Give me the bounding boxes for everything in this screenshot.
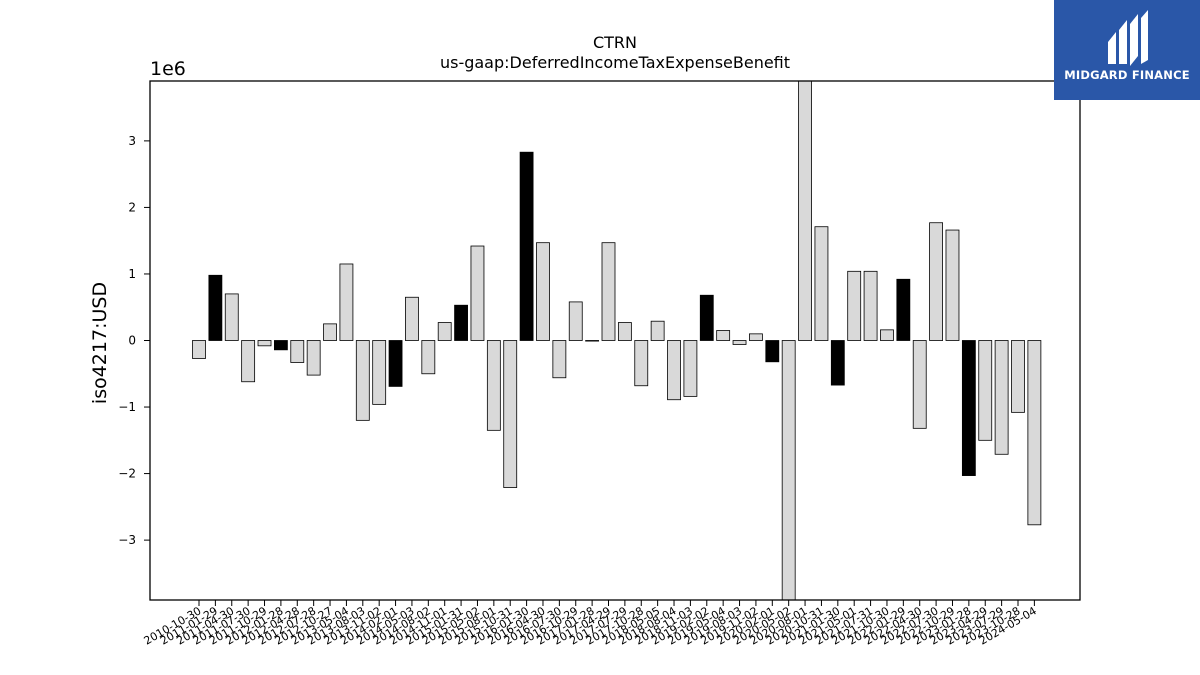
bar-2015-01-31 bbox=[454, 304, 468, 341]
bar-2015-08-01 bbox=[486, 340, 501, 431]
y-tick-label: −3 bbox=[118, 533, 136, 547]
bar-2019-08-03 bbox=[732, 340, 747, 345]
logo-text: MIDGARD FINANCE bbox=[1064, 68, 1190, 82]
chart-subtitle: us-gaap:DeferredIncomeTaxExpenseBenefit bbox=[440, 53, 790, 72]
chart-title: CTRN bbox=[593, 33, 637, 52]
y-tick-label: 3 bbox=[128, 134, 136, 148]
y-axis: −3 −2 −1 0 1 2 3 bbox=[118, 134, 150, 547]
bar-2016-04-30 bbox=[536, 242, 550, 341]
y-axis-multiplier: 1e6 bbox=[150, 58, 186, 80]
bar-2013-08-03 bbox=[355, 340, 370, 421]
bar-2020-05-02 bbox=[781, 340, 796, 601]
y-tick-label: 0 bbox=[128, 334, 136, 348]
bar-2017-01-28 bbox=[585, 340, 600, 342]
bar-2014-05-03 bbox=[405, 296, 419, 341]
bar-2015-05-02 bbox=[470, 245, 485, 341]
bar-2021-05-01 bbox=[847, 270, 862, 341]
bar-2019-02-02 bbox=[699, 294, 714, 341]
bar-2014-11-01 bbox=[437, 322, 452, 341]
bar-2024-05-04 bbox=[1027, 340, 1042, 526]
bar-2016-07-30 bbox=[552, 340, 567, 379]
bar-2013-05-04 bbox=[339, 263, 354, 341]
bar-2016-01-30 bbox=[519, 151, 534, 341]
bar-2011-04-30 bbox=[224, 293, 239, 341]
bar-2016-10-29 bbox=[568, 301, 583, 341]
y-tick-label: −2 bbox=[118, 467, 136, 481]
bar-2011-07-30 bbox=[241, 340, 256, 383]
bar-2017-10-28 bbox=[634, 340, 649, 387]
bar-2020-02-01 bbox=[765, 340, 780, 363]
bar-2021-07-31 bbox=[863, 270, 878, 341]
bar-2022-01-29 bbox=[896, 278, 911, 341]
bar-2023-01-28 bbox=[961, 340, 976, 476]
bar-2023-10-28 bbox=[1011, 340, 1025, 413]
bar-2015-10-31 bbox=[503, 340, 518, 488]
bar-2011-01-29 bbox=[208, 274, 223, 341]
bar-2012-10-27 bbox=[323, 323, 337, 341]
bar-2022-04-30 bbox=[912, 340, 927, 429]
bar-2018-08-04 bbox=[667, 340, 681, 401]
bar-2017-07-29 bbox=[617, 322, 632, 341]
bar-2014-02-01 bbox=[388, 340, 403, 387]
bar-2019-05-04 bbox=[716, 330, 731, 341]
bar-2021-10-30 bbox=[880, 329, 894, 341]
bar-2012-07-28 bbox=[306, 340, 321, 376]
bar-2011-10-29 bbox=[257, 340, 272, 347]
bar-2020-10-31 bbox=[814, 226, 829, 341]
y-tick-label: 1 bbox=[128, 267, 136, 281]
bar-2023-04-29 bbox=[978, 340, 993, 441]
bar-2020-08-01 bbox=[798, 80, 812, 341]
bar-2010-10-30 bbox=[192, 340, 206, 359]
bar-2021-01-30 bbox=[830, 340, 845, 386]
bar-2012-04-28 bbox=[290, 340, 305, 363]
bar-2017-04-29 bbox=[601, 242, 616, 341]
bars-group bbox=[192, 80, 1042, 601]
bar-2023-07-29 bbox=[994, 340, 1009, 455]
bar-2018-11-03 bbox=[683, 340, 698, 397]
x-axis: 2010-10-302011-01-292011-04-302011-07-30… bbox=[142, 600, 1039, 648]
plot-frame bbox=[149, 80, 1081, 601]
bar-2022-10-29 bbox=[945, 229, 960, 341]
bar-2022-07-30 bbox=[929, 222, 943, 341]
bar-2019-11-02 bbox=[749, 333, 763, 341]
midgard-logo-icon bbox=[1108, 10, 1148, 66]
y-tick-label: −1 bbox=[118, 400, 136, 414]
company-logo: MIDGARD FINANCE bbox=[1054, 0, 1200, 100]
y-axis-label: iso4217:USD bbox=[89, 282, 111, 404]
bar-2012-01-28 bbox=[273, 340, 288, 351]
bar-2013-11-02 bbox=[372, 340, 387, 405]
bar-2018-05-05 bbox=[650, 320, 665, 341]
y-tick-label: 2 bbox=[128, 200, 136, 214]
bar-2014-08-02 bbox=[421, 340, 436, 375]
